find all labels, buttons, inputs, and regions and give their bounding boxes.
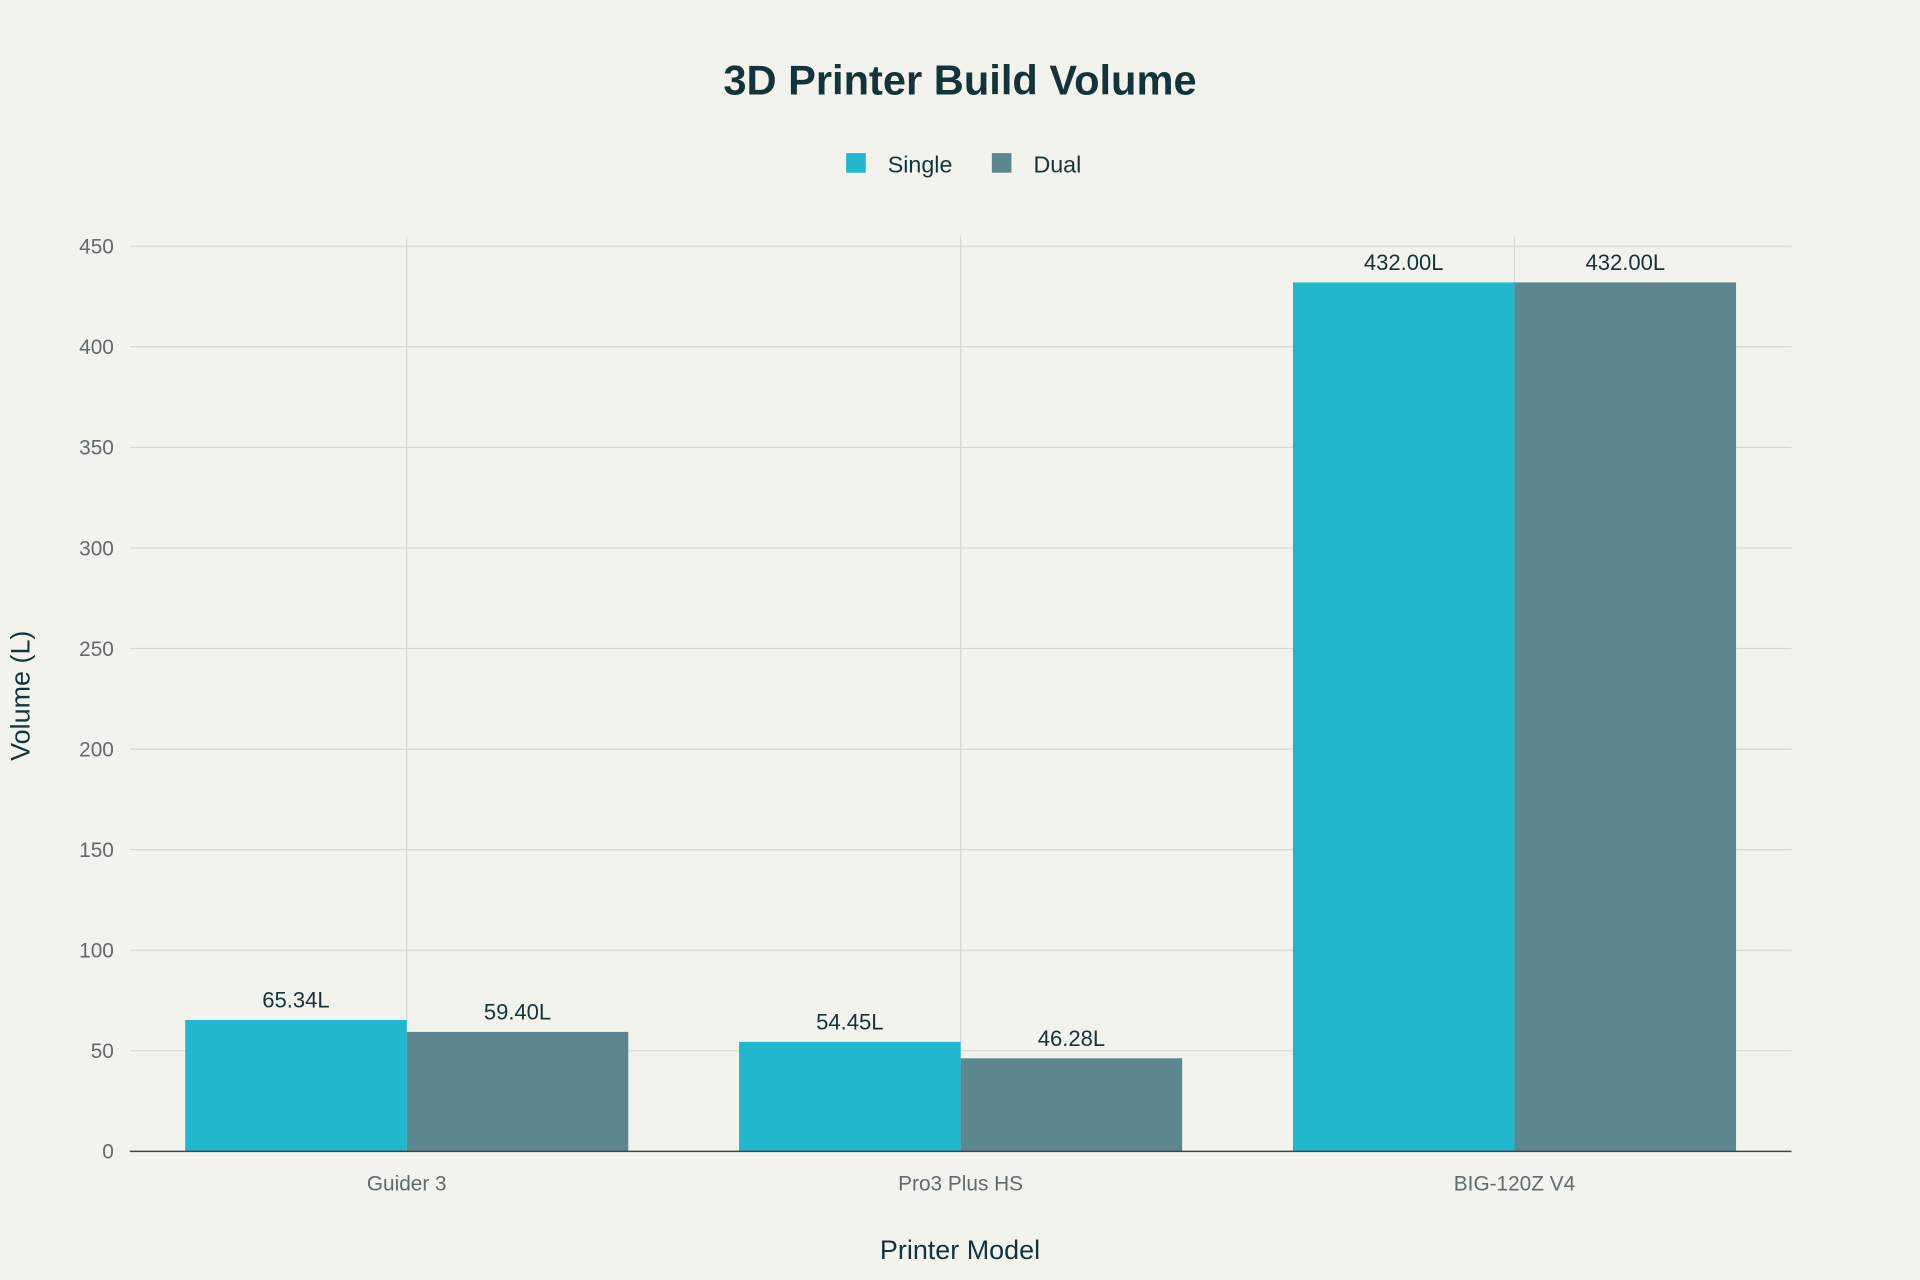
bar-dual[interactable] — [406, 1031, 629, 1152]
axes: 0 50 100 150 200 250 300 350 400 450 Guider 3 Pro3 … — [79, 236, 1792, 1196]
legend-swatch-single — [846, 153, 866, 173]
y-tick-label: 150 — [79, 839, 114, 862]
bar-dual[interactable] — [960, 1058, 1183, 1152]
bar-dual[interactable] — [1514, 282, 1737, 1152]
y-tick-label: 200 — [79, 738, 114, 761]
data-label: 432.00L — [1364, 250, 1444, 275]
data-labels: 65.34L 59.40L 54.45L 46.28L 432.00L 432.00L — [262, 250, 1665, 1051]
data-label: 59.40L — [484, 1000, 551, 1025]
y-tick-label: 250 — [79, 638, 114, 661]
y-tick-label: 0 — [102, 1141, 114, 1164]
data-label: 46.28L — [1038, 1026, 1105, 1051]
x-tick-label: Pro3 Plus HS — [898, 1173, 1023, 1196]
data-label: 65.34L — [262, 988, 329, 1013]
x-tick-label: BIG-120Z V4 — [1454, 1173, 1575, 1196]
y-tick-label: 350 — [79, 437, 114, 460]
bar-single[interactable] — [185, 1019, 407, 1152]
y-axis-title: Volume (L) — [5, 631, 35, 761]
bar-single[interactable] — [1292, 282, 1515, 1152]
x-axis-title: Printer Model — [880, 1235, 1040, 1265]
y-tick-label: 300 — [79, 537, 114, 560]
legend-label-single[interactable]: Single — [888, 152, 953, 178]
legend: Single Dual — [846, 152, 1081, 178]
bar-single[interactable] — [739, 1041, 961, 1152]
x-tick-label: Guider 3 — [367, 1173, 447, 1196]
chart-title: 3D Printer Build Volume — [723, 56, 1196, 103]
gridlines — [129, 236, 1792, 1152]
legend-swatch-dual — [991, 153, 1012, 173]
y-tick-label: 400 — [79, 336, 114, 359]
bars — [185, 282, 1737, 1152]
data-label: 54.45L — [816, 1010, 883, 1035]
legend-label-dual[interactable]: Dual — [1033, 152, 1081, 178]
data-label: 432.00L — [1585, 250, 1665, 275]
y-tick-label: 50 — [91, 1040, 114, 1063]
y-tick-label: 100 — [79, 940, 114, 963]
y-tick-label: 450 — [79, 236, 114, 259]
